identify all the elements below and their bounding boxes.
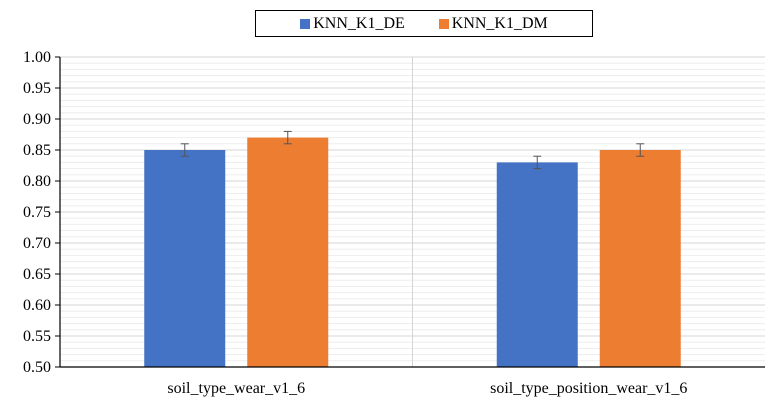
y-tick-label: 0.85 xyxy=(23,142,51,159)
y-tick-label: 0.90 xyxy=(23,111,51,128)
legend-entry-series-2: KNN_K1_DM xyxy=(438,14,548,33)
x-tick-label: soil_type_position_wear_v1_6 xyxy=(490,380,687,397)
y-tick-label: 0.95 xyxy=(23,80,51,97)
y-tick-label: 0.70 xyxy=(23,235,51,252)
y-tick-label: 0.75 xyxy=(23,204,51,221)
y-tick-label: 1.00 xyxy=(23,49,51,66)
y-tick-label: 0.65 xyxy=(23,266,51,283)
y-tick-label: 0.55 xyxy=(23,328,51,345)
legend-label-series-2: KNN_K1_DM xyxy=(451,14,548,32)
legend-swatch-series-1 xyxy=(300,18,311,29)
legend-label-series-1: KNN_K1_DE xyxy=(313,14,405,32)
legend-entry-series-1: KNN_K1_DE xyxy=(300,15,405,33)
legend: KNN_K1_DE KNN_K1_DM xyxy=(255,10,593,37)
y-tick-label: 0.50 xyxy=(23,359,51,376)
y-tick-label: 0.80 xyxy=(23,173,51,190)
bar xyxy=(496,162,578,367)
bar xyxy=(599,150,681,367)
x-tick-label: soil_type_wear_v1_6 xyxy=(167,380,305,397)
y-tick-label: 0.60 xyxy=(23,297,51,314)
bar xyxy=(247,137,329,367)
bar xyxy=(144,150,226,367)
legend-swatch-series-2 xyxy=(438,18,449,29)
